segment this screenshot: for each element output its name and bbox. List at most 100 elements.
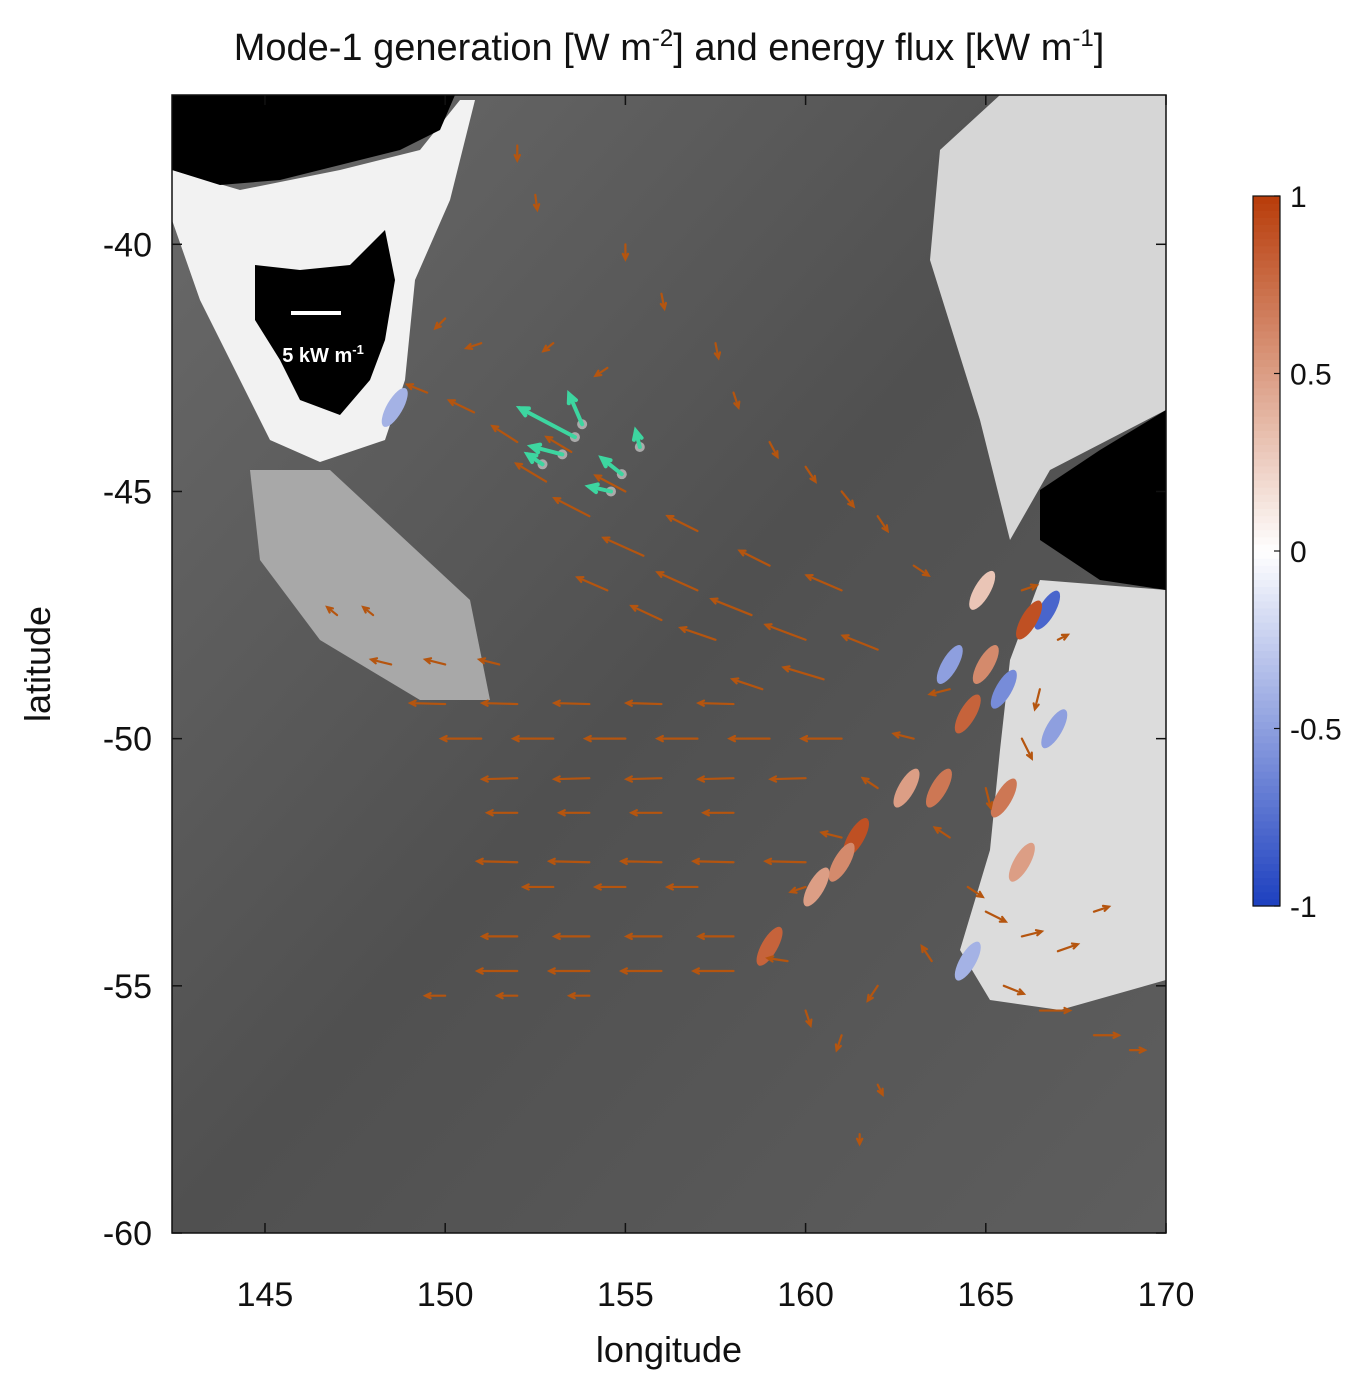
axes-box [171, 94, 1167, 1234]
flux-arrow [729, 677, 764, 691]
flux-arrow [664, 883, 699, 891]
flux-arrow [544, 435, 573, 454]
colorbar-step [1253, 820, 1280, 829]
flux-arrow [623, 775, 663, 783]
y-axis-label: latitude [17, 606, 58, 722]
flux-arrow [532, 193, 541, 213]
flux-arrow [422, 992, 447, 1000]
flux-arrow [840, 490, 856, 509]
generation-patch [990, 778, 1017, 818]
flux-arrow [1128, 1046, 1148, 1054]
flux-arrow [631, 426, 644, 449]
generation-patch [969, 570, 996, 610]
colorbar-step [1253, 458, 1280, 467]
x-tick-label: 145 [237, 1276, 294, 1314]
flux-arrow [866, 984, 879, 1003]
colorbar-step [1253, 650, 1280, 659]
axes: 145 150 155 160 165 170 -60 -55 -50 -45 -40 -1 -0.5 0… [103, 95, 1342, 1314]
generation-patch [925, 768, 952, 808]
flux-arrow [551, 932, 591, 941]
colorbar-step [1253, 345, 1280, 353]
colorbar-step [1253, 416, 1280, 424]
generation-patch [1016, 600, 1043, 640]
x-tick-label: 155 [597, 1276, 654, 1314]
scale-label: 5 kW m-1 [282, 342, 364, 367]
flux-arrow [484, 809, 519, 817]
flux-arrow [840, 634, 879, 651]
colorbar-tick-label: 1 [1290, 181, 1307, 214]
colorbar-step [1253, 735, 1280, 744]
flux-arrow [659, 292, 668, 312]
flux-arrow [601, 536, 645, 557]
colorbar-step [1253, 522, 1280, 531]
flux-arrow [765, 955, 789, 963]
colorbar-step [1253, 671, 1280, 680]
land [255, 230, 395, 415]
flux-arrow [1056, 633, 1071, 641]
colorbar-step [1253, 643, 1280, 651]
flux-arrow [621, 243, 630, 262]
colorbar-step [1253, 600, 1280, 609]
flux-arrow [618, 967, 663, 975]
flux-arrow [479, 699, 519, 707]
colorbar-step [1253, 614, 1280, 623]
flux-arrow [1002, 984, 1027, 996]
flux-arrow [526, 442, 565, 457]
flux-arrow [490, 424, 519, 444]
colorbar-step [1253, 295, 1280, 304]
colorbar-step [1253, 515, 1280, 524]
generation-patch [381, 387, 408, 427]
colorbar-step [1253, 764, 1280, 772]
colorbar-step [1253, 856, 1280, 864]
flux-arrow [1056, 942, 1081, 953]
flux-arrow [523, 451, 545, 467]
colorbar-step [1253, 196, 1280, 204]
flux-arrow [556, 809, 591, 817]
colorbar-step [1253, 430, 1280, 438]
colorbar-tick-label: 0.5 [1290, 359, 1332, 392]
colorbar-step [1253, 387, 1280, 396]
y-tick-label: -40 [103, 226, 152, 264]
flux-arrow [819, 830, 843, 839]
flux-arrow [966, 885, 985, 899]
generation-patch [893, 768, 920, 808]
colorbar-step [1253, 572, 1280, 580]
flux-arrow [876, 515, 890, 534]
colorbar-step [1253, 465, 1280, 474]
flux-arrow [566, 992, 591, 1000]
colorbar-step [1253, 252, 1280, 261]
colorbar-step [1253, 622, 1280, 630]
flux-arrow [628, 809, 663, 817]
generation-patch [936, 645, 963, 684]
colorbar-step [1253, 401, 1280, 410]
colorbar-step [1253, 558, 1280, 566]
flux-arrow [804, 465, 817, 484]
flux-arrow [1092, 1031, 1122, 1039]
flux-arrow [695, 699, 735, 707]
colorbar-step [1253, 778, 1280, 786]
flux-arrow [361, 605, 375, 617]
land [1040, 410, 1166, 590]
flux-arrow [446, 399, 476, 414]
colorbar-step [1253, 338, 1280, 346]
colorbar-step [1253, 742, 1280, 751]
flux-arrow [912, 564, 931, 578]
colorbar-step [1253, 891, 1280, 900]
flux-arrow [891, 731, 915, 740]
colorbar-step [1253, 721, 1280, 730]
flux-arrow [876, 1083, 884, 1097]
colorbar-step [1253, 685, 1280, 694]
colorbar-step [1253, 380, 1280, 389]
colorbar-step [1253, 813, 1280, 822]
flux-arrow [584, 482, 613, 495]
flux-arrow [463, 342, 483, 351]
colorbar-step [1253, 714, 1280, 722]
colorbar-step [1253, 288, 1280, 296]
colorbar-step [1253, 359, 1280, 367]
colorbar-step [1253, 565, 1280, 573]
flux-arrow [727, 734, 771, 743]
colorbar-step [1253, 352, 1280, 360]
flux-arrow [1038, 1006, 1073, 1015]
flux-arrow [763, 623, 807, 641]
flux-arrow [598, 455, 624, 477]
